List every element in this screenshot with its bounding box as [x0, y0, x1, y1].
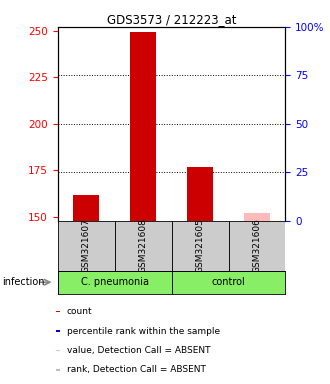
Bar: [56, 330, 60, 332]
Text: control: control: [212, 277, 246, 287]
Bar: [56, 350, 60, 351]
Bar: [187, 167, 213, 221]
Bar: [172, 271, 285, 294]
Bar: [56, 311, 60, 312]
Text: rank, Detection Call = ABSENT: rank, Detection Call = ABSENT: [67, 365, 206, 374]
Bar: [73, 195, 99, 221]
Text: count: count: [67, 307, 92, 316]
Text: C. pneumonia: C. pneumonia: [81, 277, 149, 287]
Bar: [130, 33, 156, 221]
Bar: [244, 214, 270, 221]
Text: value, Detection Call = ABSENT: value, Detection Call = ABSENT: [67, 346, 210, 355]
Text: GSM321606: GSM321606: [252, 218, 261, 273]
Bar: [172, 221, 228, 271]
Title: GDS3573 / 212223_at: GDS3573 / 212223_at: [107, 13, 236, 26]
Text: infection: infection: [2, 277, 44, 287]
Bar: [58, 271, 172, 294]
Text: GSM321605: GSM321605: [196, 218, 205, 273]
Bar: [56, 369, 60, 371]
Text: GSM321607: GSM321607: [82, 218, 91, 273]
Bar: [115, 221, 172, 271]
Text: GSM321608: GSM321608: [139, 218, 148, 273]
Bar: [228, 221, 285, 271]
Text: percentile rank within the sample: percentile rank within the sample: [67, 326, 220, 336]
Bar: [58, 221, 115, 271]
